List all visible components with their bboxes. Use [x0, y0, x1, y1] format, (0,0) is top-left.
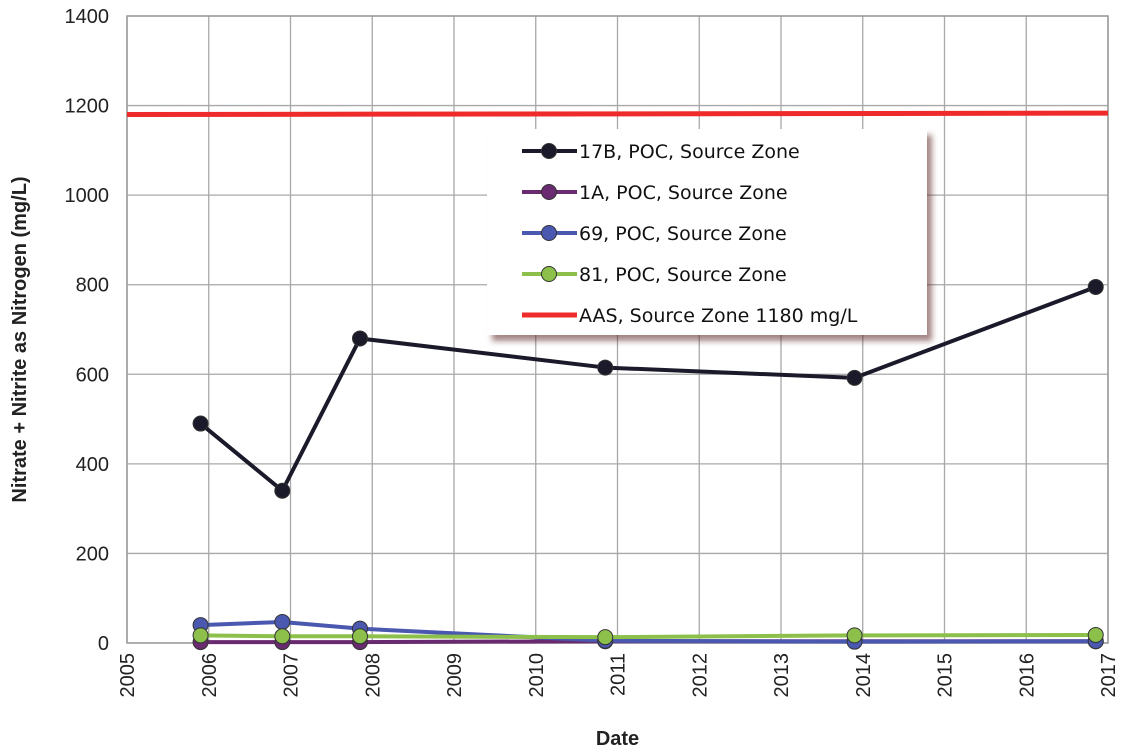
data-point [846, 627, 863, 644]
x-tick-label: 2016 [1016, 653, 1038, 698]
data-point [1087, 626, 1104, 643]
data-point [192, 627, 209, 644]
y-tick-label: 1400 [65, 6, 110, 28]
legend-swatch-marker [541, 184, 557, 200]
y-tick-label: 200 [76, 543, 109, 565]
legend-item: 81, POC, Source Zone [522, 264, 787, 286]
series-layer [126, 110, 1109, 651]
x-tick-label: 2011 [608, 653, 630, 696]
x-tick-label: 2012 [689, 653, 711, 698]
x-tick-label: 2015 [935, 653, 957, 698]
series-0 [192, 278, 1104, 499]
x-tick-label: 2009 [444, 653, 466, 698]
x-tick-label: 2008 [362, 653, 384, 698]
legend-label: 81, POC, Source Zone [579, 264, 787, 286]
data-point [351, 628, 368, 645]
legend-label: 1A, POC, Source Zone [579, 182, 788, 204]
x-tick-label: 2010 [526, 653, 548, 698]
x-tick-label: 2013 [771, 653, 793, 698]
legend: 17B, POC, Source Zone 1A, POC, Source Zon… [487, 129, 927, 335]
y-tick-label: 1200 [65, 96, 110, 118]
x-tick-label: 2017 [1098, 653, 1120, 698]
legend-label: 69, POC, Source Zone [579, 223, 787, 245]
y-tick-label: 800 [76, 275, 109, 297]
tick-labels: 0 200 400 600 800 1000 1200 1400 2005 2006 2007 200… [65, 6, 1121, 698]
legend-item: 69, POC, Source Zone [522, 223, 787, 245]
legend-label: 17B, POC, Source Zone [579, 141, 800, 163]
y-tick-label: 0 [98, 633, 109, 655]
legend-item: 1A, POC, Source Zone [522, 182, 788, 204]
series-line [200, 632, 1096, 640]
x-tick-label: 2005 [117, 653, 139, 698]
y-tick-label: 1000 [65, 185, 110, 207]
data-point [597, 629, 614, 646]
y-axis-title: Nitrate + Nitrite as Nitrogen (mg/L) [9, 176, 31, 502]
data-point [846, 369, 863, 386]
data-point [274, 613, 291, 630]
series-line [200, 619, 1096, 644]
legend-swatch-marker [541, 143, 557, 159]
data-point [1087, 278, 1104, 295]
data-point [192, 415, 209, 432]
legend-item: 17B, POC, Source Zone [522, 141, 800, 163]
series-line [199, 285, 1097, 493]
data-point [351, 330, 368, 347]
x-tick-label: 2006 [199, 653, 221, 698]
x-axis-title: Date [596, 728, 639, 750]
legend-swatch-marker [541, 266, 557, 282]
data-point [274, 482, 291, 499]
x-tick-label: 2014 [853, 653, 875, 698]
series-line [126, 110, 1109, 118]
series-3 [192, 626, 1104, 646]
y-tick-label: 600 [76, 364, 109, 386]
series-4 [126, 110, 1109, 118]
legend-label: AAS, Source Zone 1180 mg/L [579, 305, 858, 327]
legend-item: AAS, Source Zone 1180 mg/L [522, 305, 858, 327]
data-point [274, 628, 291, 645]
x-tick-label: 2007 [281, 653, 303, 698]
legend-swatch-marker [541, 225, 557, 241]
y-tick-label: 400 [76, 454, 109, 476]
data-point [597, 359, 614, 376]
